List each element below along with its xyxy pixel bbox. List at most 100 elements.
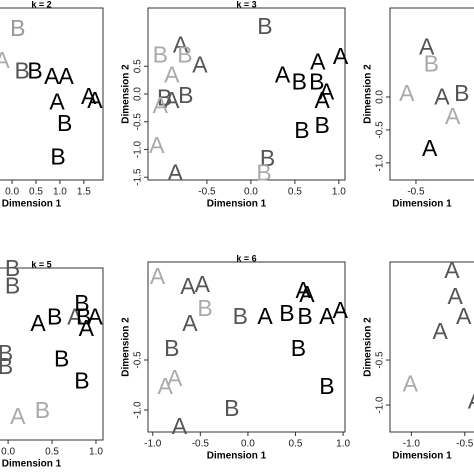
x-tick-label: -0.5 (198, 187, 216, 198)
point-letter: B (153, 41, 168, 67)
x-tick-label: 1.0 (89, 447, 103, 458)
point-letter: B (224, 395, 239, 421)
x-tick-label: 1.5 (77, 187, 91, 198)
x-axis-label: Dimension 1 (2, 199, 62, 210)
y-tick-label: -0.5 (133, 351, 144, 369)
point-letter: B (256, 160, 271, 186)
y-axis-label: Dimension 2 (363, 317, 374, 377)
panel-title: k = 6 (236, 253, 256, 263)
plot-frame (0, 7, 104, 181)
point-letter: B (178, 82, 193, 108)
x-tick-label: -1.0 (144, 439, 162, 450)
x-axis-label: Dimension 1 (392, 451, 452, 462)
point-letter: B (10, 15, 25, 41)
x-tick-label: 0.0 (241, 439, 255, 450)
x-tick-label: 0.5 (45, 447, 59, 458)
point-letter: A (257, 303, 273, 329)
point-letter: A (167, 365, 183, 391)
point-letter: A (399, 80, 415, 106)
point-letter: A (445, 103, 461, 129)
point-letter: A (10, 403, 26, 429)
x-axis-label: Dimension 1 (207, 451, 267, 462)
point-letter: A (87, 303, 103, 329)
point-letter: A (172, 413, 188, 439)
point-letter: B (74, 290, 89, 316)
panel: k = 6-1.0 -0.5 0.0 0.5 1.0-1.0-0.5Dimension … (121, 253, 351, 461)
point-letter: A (150, 263, 166, 289)
point-letter: A (434, 83, 450, 109)
x-tick-label: 1.0 (53, 187, 67, 198)
x-tick-label: 0.5 (289, 439, 303, 450)
point-letter: B (197, 295, 212, 321)
x-tick-label: -0.5 (192, 439, 210, 450)
x-tick-label: -0.5 (456, 439, 474, 450)
y-tick-label: -1.0 (133, 401, 144, 419)
plot-frame (147, 261, 346, 433)
point-letter: B (57, 110, 72, 136)
panel-title: k = 3 (236, 0, 256, 9)
y-axis-label: Dimension 2 (121, 317, 132, 377)
point-letter: A (173, 31, 189, 57)
point-letter: A (456, 303, 472, 329)
point-letter: B (257, 13, 272, 39)
x-tick-label: 0.0 (244, 187, 258, 198)
point-letter: A (447, 283, 463, 309)
point-letter: A (333, 43, 349, 69)
point-letter: A (275, 61, 291, 87)
y-tick-label: 0.0 (133, 87, 144, 101)
point-letter: A (319, 79, 335, 105)
x-tick-label: -1.0 (403, 439, 421, 450)
panel-title: k = 2 (31, 0, 51, 9)
panel: k = 3 -0.5 0.0 0.5 1.0 0.5 0.0 -0.5 -1.0 -1.5 Dime… (121, 0, 349, 210)
point-letter: A (419, 33, 435, 59)
x-axis-label: Dimension 1 (207, 199, 267, 210)
point-letter: B (291, 335, 306, 361)
point-letter: B (74, 367, 89, 393)
point-letter: A (67, 303, 83, 329)
point-letter: B (5, 272, 20, 298)
point-letter: B (314, 112, 329, 138)
point-letter: B (279, 300, 294, 326)
point-letter: B (424, 50, 439, 76)
point-letter: A (180, 273, 196, 299)
y-tick-label: -1.5 (133, 168, 144, 186)
point-letter: A (468, 387, 474, 413)
plot-frame (389, 7, 474, 181)
x-tick-label: 0.5 (288, 187, 302, 198)
point-letter: B (14, 57, 29, 83)
point-letter: B (309, 69, 324, 95)
point-letter: A (444, 257, 460, 283)
point-letter: B (50, 143, 65, 169)
plot-frame (389, 261, 474, 433)
y-tick-label: 0.0 (375, 90, 386, 104)
point-letter: B (319, 373, 334, 399)
panel-title: k = 5 (31, 259, 51, 269)
x-tick-label: -0.5 (407, 187, 425, 198)
y-tick-label: -1.0 (375, 396, 386, 414)
point-letter: B (157, 85, 172, 111)
point-letter: A (79, 315, 95, 341)
x-tick-label: 1.0 (336, 439, 350, 450)
y-tick-label: 0.5 (133, 59, 144, 73)
y-axis-label: Dimension 2 (121, 64, 132, 124)
point-letter: A (333, 297, 349, 323)
y-tick-label: -0.5 (375, 121, 386, 139)
plot-frame (0, 267, 104, 441)
point-letter: B (27, 57, 42, 83)
point-letter: B (454, 80, 469, 106)
point-letter: A (44, 63, 60, 89)
point-letter: B (260, 145, 275, 171)
point-letter: A (58, 63, 74, 89)
y-axis-label: Dimension 2 (363, 64, 374, 124)
x-tick-label: 0.0 (5, 187, 19, 198)
point-letter: A (319, 303, 335, 329)
point-letter: A (182, 310, 198, 336)
point-letter: B (76, 303, 91, 329)
point-letter: B (292, 69, 307, 95)
point-letter: A (30, 310, 46, 336)
point-letter: B (0, 340, 13, 366)
